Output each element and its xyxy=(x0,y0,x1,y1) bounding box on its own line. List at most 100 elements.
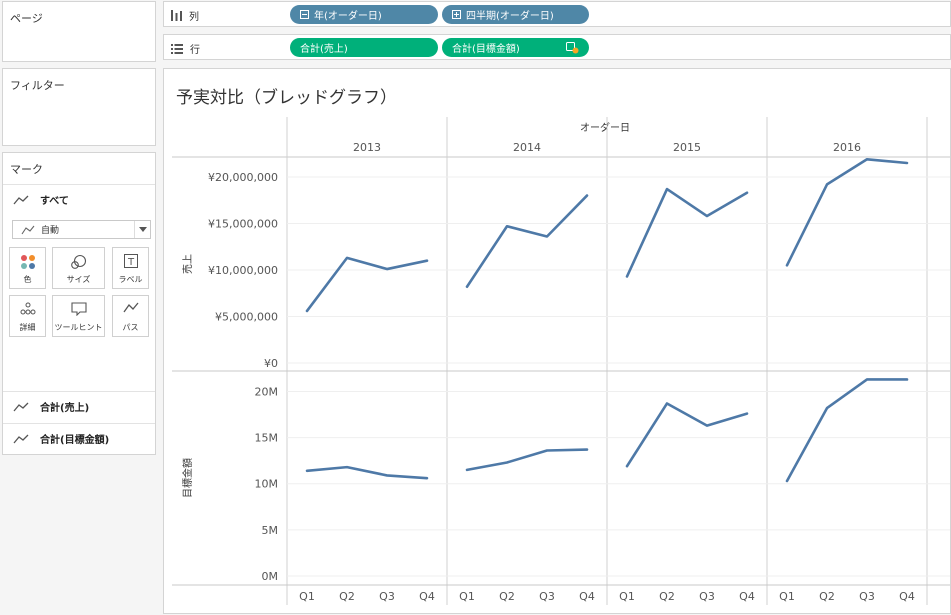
columns-shelf-header: 列 xyxy=(171,8,199,23)
x-tick-label: Q1 xyxy=(619,590,635,603)
marks-title: マーク xyxy=(10,163,43,176)
x-tick-label: Q2 xyxy=(499,590,515,603)
x-tick-label: Q1 xyxy=(299,590,315,603)
line-chart: オーダー日 2013 2014 2015 2016 ¥0 ¥5,000,000 ¥10,000… xyxy=(172,117,950,605)
collapse-icon[interactable] xyxy=(300,10,309,19)
color-palette-icon xyxy=(20,255,35,269)
series-line-2015 xyxy=(625,187,749,278)
detail-dots-icon xyxy=(20,302,35,315)
series-line-2016 xyxy=(785,378,909,483)
rows-shelf-header: 行 xyxy=(171,41,200,56)
expand-icon[interactable] xyxy=(452,10,461,19)
tooltip-icon xyxy=(70,302,87,316)
x-tick-label: Q4 xyxy=(899,590,915,603)
columns-shelf[interactable]: 列 年(オーダー日) 四半期(オーダー日) xyxy=(163,1,951,27)
color-button[interactable]: 色 xyxy=(9,247,46,289)
label-button[interactable]: T ラベル xyxy=(112,247,149,289)
line-mark-icon xyxy=(13,195,29,204)
column-pill-year-label: 年(オーダー日) xyxy=(314,11,382,22)
text-label-icon: T xyxy=(123,254,138,268)
path-line-icon xyxy=(122,302,138,313)
y-tick-label: 20M xyxy=(255,385,279,398)
year-header: 2016 xyxy=(833,141,861,154)
y-tick-label: ¥0 xyxy=(264,357,278,370)
y-tick-label: ¥15,000,000 xyxy=(208,217,278,230)
y-axis-label: 売上 xyxy=(181,254,194,274)
columns-shelf-label: 列 xyxy=(189,12,199,23)
x-tick-label: Q1 xyxy=(459,590,475,603)
x-tick-label: Q4 xyxy=(419,590,435,603)
row-pill-sales[interactable]: 合計(売上) xyxy=(290,38,438,57)
x-tick-label: Q2 xyxy=(819,590,835,603)
line-mark-icon xyxy=(13,402,29,411)
x-tick-label: Q3 xyxy=(699,590,715,603)
columns-icon xyxy=(171,10,182,21)
marks-all-label: すべて xyxy=(40,196,69,207)
x-tick-label: Q3 xyxy=(539,590,555,603)
path-button-label: パス xyxy=(122,323,139,332)
row-pill-sales-label: 合計(売上) xyxy=(300,44,348,55)
marks-measure-target-label: 合計(目標金額) xyxy=(40,435,110,446)
size-button[interactable]: サイズ xyxy=(52,247,105,289)
path-button[interactable]: パス xyxy=(112,295,149,337)
series-line-2014 xyxy=(465,448,589,472)
year-header: 2013 xyxy=(353,141,381,154)
rows-icon xyxy=(171,43,183,54)
rows-shelf-label: 行 xyxy=(190,45,200,56)
x-tick-label: Q3 xyxy=(859,590,875,603)
line-mark-icon xyxy=(21,225,35,234)
reference-line-icon[interactable] xyxy=(566,42,579,54)
mark-type-value: 自動 xyxy=(41,226,60,236)
marks-measure-sales-label: 合計(売上) xyxy=(40,403,90,414)
marks-card: マーク すべて 自動 色 サイズ xyxy=(2,152,156,455)
column-pill-year[interactable]: 年(オーダー日) xyxy=(290,5,438,24)
marks-measure-target-row[interactable]: 合計(目標金額) xyxy=(3,423,155,453)
chevron-down-icon[interactable] xyxy=(134,221,150,238)
filters-card[interactable]: フィルター xyxy=(2,68,156,146)
year-header: 2014 xyxy=(513,141,541,154)
detail-button[interactable]: 詳細 xyxy=(9,295,46,337)
x-tick-label: Q4 xyxy=(579,590,595,603)
series-line-2013 xyxy=(305,256,429,313)
y-tick-label: 5M xyxy=(262,524,279,537)
rows-shelf[interactable]: 行 合計(売上) 合計(目標金額) xyxy=(163,34,951,60)
x-tick-label: Q1 xyxy=(779,590,795,603)
tooltip-button-label: ツールヒント xyxy=(54,323,103,332)
x-tick-label: Q4 xyxy=(739,590,755,603)
svg-text:T: T xyxy=(126,257,134,268)
year-header: 2015 xyxy=(673,141,701,154)
y-tick-label: 0M xyxy=(262,570,279,583)
marks-measure-sales-row[interactable]: 合計(売上) xyxy=(3,391,155,421)
series-line-2014 xyxy=(465,194,589,289)
x-tick-label: Q2 xyxy=(659,590,675,603)
column-pill-quarter-label: 四半期(オーダー日) xyxy=(466,11,554,22)
view-title: 予実対比（ブレッドグラフ） xyxy=(176,88,397,108)
y-tick-label: ¥20,000,000 xyxy=(208,171,278,184)
size-icon xyxy=(70,254,86,269)
mark-type-dropdown[interactable]: 自動 xyxy=(12,220,151,239)
y-tick-label: ¥10,000,000 xyxy=(208,264,278,277)
pages-title: ページ xyxy=(10,12,43,25)
pages-card[interactable]: ページ xyxy=(2,1,156,62)
series-line-2013 xyxy=(305,465,429,480)
x-tick-label: Q2 xyxy=(339,590,355,603)
detail-button-label: 詳細 xyxy=(19,323,36,332)
y-tick-label: ¥5,000,000 xyxy=(215,310,278,323)
worksheet-view: 予実対比（ブレッドグラフ） オーダー日 2013 2014 2015 2016 ¥0 ¥5,… xyxy=(163,68,951,614)
size-button-label: サイズ xyxy=(66,275,91,284)
series-line-2016 xyxy=(785,157,909,267)
marks-all-row[interactable]: すべて xyxy=(3,184,155,214)
label-button-label: ラベル xyxy=(118,275,143,284)
x-tick-label: Q3 xyxy=(379,590,395,603)
y-tick-label: 10M xyxy=(255,478,279,491)
color-button-label: 色 xyxy=(23,275,32,284)
column-pill-quarter[interactable]: 四半期(オーダー日) xyxy=(442,5,589,24)
row-pill-target[interactable]: 合計(目標金額) xyxy=(442,38,589,57)
column-header-label: オーダー日 xyxy=(580,121,630,134)
y-tick-label: 15M xyxy=(255,432,279,445)
row-pill-target-label: 合計(目標金額) xyxy=(452,44,520,55)
line-mark-icon xyxy=(13,434,29,443)
series-line-2015 xyxy=(625,402,749,468)
tooltip-button[interactable]: ツールヒント xyxy=(52,295,105,337)
